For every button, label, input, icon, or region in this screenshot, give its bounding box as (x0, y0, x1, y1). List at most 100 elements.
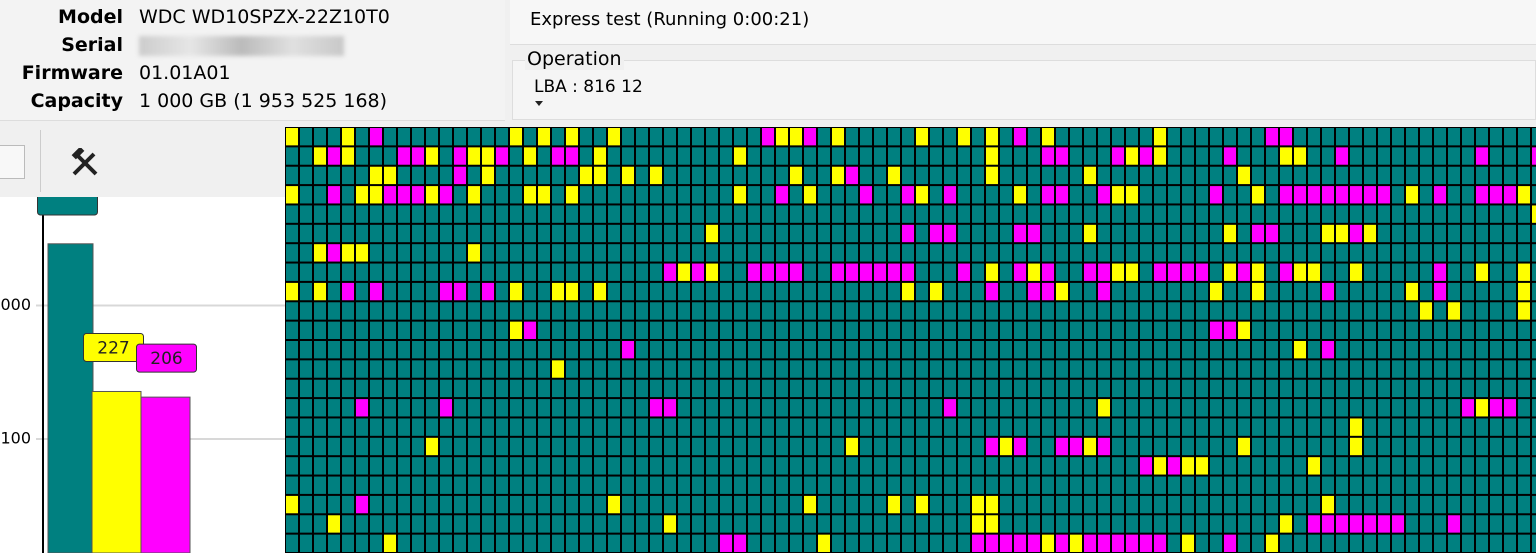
block (1126, 282, 1138, 301)
block (1168, 399, 1180, 417)
block (1434, 128, 1446, 146)
block (1434, 418, 1446, 436)
block (958, 128, 970, 146)
block (1182, 495, 1194, 514)
block (1476, 224, 1488, 243)
block (454, 224, 466, 243)
block (1084, 476, 1096, 494)
block (734, 321, 746, 339)
block (1056, 147, 1068, 165)
block (1084, 495, 1096, 514)
tools-icon[interactable] (70, 148, 102, 178)
block (580, 186, 592, 204)
block (412, 147, 424, 165)
block (524, 147, 536, 165)
block (1476, 379, 1488, 398)
block (370, 476, 382, 494)
dropdown-arrow[interactable] (535, 101, 543, 106)
block (468, 224, 480, 243)
block (370, 166, 382, 185)
block (1098, 244, 1110, 262)
block (930, 418, 942, 436)
block (1028, 495, 1040, 514)
block (958, 224, 970, 243)
block (1028, 379, 1040, 398)
block (1448, 186, 1460, 204)
block (1518, 186, 1530, 204)
block (328, 457, 340, 475)
block (692, 282, 704, 301)
block (314, 399, 326, 417)
block (678, 321, 690, 339)
block (706, 282, 718, 301)
block (748, 224, 760, 243)
disabled-tool[interactable] (0, 145, 25, 179)
block (902, 147, 914, 165)
block (384, 282, 396, 301)
block (1028, 128, 1040, 146)
block (440, 244, 452, 262)
block (1476, 282, 1488, 301)
block (482, 302, 494, 320)
block (1224, 360, 1236, 378)
block (1070, 186, 1082, 204)
block (972, 457, 984, 475)
block (678, 437, 690, 456)
block (860, 476, 872, 494)
block (1504, 186, 1516, 204)
block (482, 360, 494, 378)
block (622, 360, 634, 378)
block (664, 341, 676, 359)
block (468, 147, 480, 165)
block (1000, 282, 1012, 301)
block (874, 476, 886, 494)
block (846, 321, 858, 339)
block (776, 437, 788, 456)
block (552, 399, 564, 417)
block (1196, 321, 1208, 339)
block (664, 495, 676, 514)
block (538, 166, 550, 185)
block (454, 476, 466, 494)
block (832, 495, 844, 514)
block (1210, 321, 1222, 339)
block (818, 263, 830, 281)
block (1532, 360, 1536, 378)
block (1112, 418, 1124, 436)
block (1406, 224, 1418, 243)
block (1056, 360, 1068, 378)
block (342, 360, 354, 378)
block (720, 128, 732, 146)
block (622, 128, 634, 146)
block (888, 360, 900, 378)
block (286, 321, 298, 339)
block (832, 418, 844, 436)
block (1294, 534, 1306, 552)
block (986, 399, 998, 417)
block (1140, 147, 1152, 165)
block (538, 282, 550, 301)
block (958, 360, 970, 378)
block (594, 186, 606, 204)
block (1182, 399, 1194, 417)
block (650, 437, 662, 456)
block (1294, 515, 1306, 533)
block (1434, 457, 1446, 475)
status-box (510, 0, 1536, 45)
block (314, 147, 326, 165)
block (1014, 302, 1026, 320)
block (1378, 128, 1390, 146)
block (1336, 147, 1348, 165)
block (454, 244, 466, 262)
block (1210, 166, 1222, 185)
block (314, 224, 326, 243)
block (1504, 457, 1516, 475)
block (1308, 205, 1320, 223)
block (832, 302, 844, 320)
block (1476, 205, 1488, 223)
block (552, 476, 564, 494)
block (412, 399, 424, 417)
block (692, 495, 704, 514)
block (1448, 515, 1460, 533)
block (1000, 147, 1012, 165)
